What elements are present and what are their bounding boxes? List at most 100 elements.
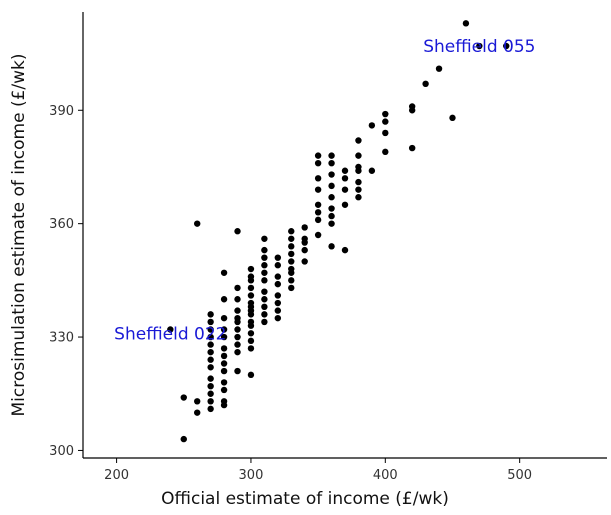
data-point [247,345,255,352]
data-point [328,220,335,227]
data-point [328,212,335,220]
data-point [341,186,349,193]
data-point [194,220,201,227]
data-point [328,205,335,212]
data-point [234,333,241,341]
data-point [261,262,268,269]
data-point [207,356,214,363]
data-point [220,314,228,322]
data-point [328,159,335,167]
data-point [207,326,214,333]
data-point [328,152,335,159]
data-point [220,352,228,360]
data-point [288,243,295,250]
data-point [314,201,322,208]
data-point [207,390,214,397]
data-point [194,398,201,405]
data-point [220,269,228,276]
data-point [247,371,255,379]
data-point [261,254,268,261]
data-point [261,288,268,295]
data-point [274,292,282,299]
data-point [301,258,308,265]
data-point [408,103,416,110]
x-tick-label: 300 [239,468,264,483]
data-point [247,299,255,307]
data-point [220,345,228,352]
data-point [288,258,295,265]
data-point [261,296,268,303]
data-point [247,273,255,280]
data-point [180,394,187,401]
data-point [382,118,389,125]
data-point [247,337,255,345]
data-point [382,110,389,118]
data-point [368,167,376,174]
data-point [288,284,295,292]
data-point [167,326,174,333]
data-point [382,148,389,156]
data-point [328,243,335,250]
data-point [261,303,268,311]
x-tick-label: 200 [104,468,129,483]
data-point [220,367,228,375]
data-point [261,311,268,318]
data-point [288,228,295,235]
axes: 200 300 400 500 300 330 360 390 [49,12,607,483]
data-point [247,292,255,299]
data-point [314,159,322,167]
data-point [234,296,241,303]
data-point [301,235,308,242]
x-axis-label: Official estimate of income (£/wk) [161,489,449,509]
data-point [355,137,362,144]
data-point [341,201,349,208]
data-point [207,348,214,356]
data-point [207,398,214,405]
data-point [408,144,416,152]
data-point [355,194,362,201]
data-point [288,250,295,258]
data-points [167,20,510,443]
data-point [355,152,362,159]
y-axis-label: Microsimulation estimate of income (£/wk… [9,53,29,416]
data-point [247,318,255,326]
data-point [328,194,335,201]
data-point [207,364,214,371]
data-point [220,379,228,386]
data-point [194,409,201,416]
data-point [314,216,322,224]
data-point [328,171,335,178]
data-point [462,20,470,27]
data-point [341,175,349,182]
data-point [274,254,282,261]
data-point [274,314,282,322]
data-point [328,182,335,190]
x-tick-label: 400 [373,468,398,483]
data-point [449,114,456,122]
data-point [234,348,241,356]
data-point [261,318,268,326]
data-point [234,284,241,292]
data-point [220,326,228,333]
data-point [314,152,322,159]
data-point [274,280,282,288]
data-point [234,326,241,333]
data-point [341,246,349,254]
data-point [476,42,483,50]
data-point [355,163,362,171]
data-point [247,284,255,292]
data-point [220,296,228,303]
y-tick-label: 390 [49,104,74,119]
data-point [234,314,241,322]
data-point [341,167,349,174]
data-point [288,235,295,242]
data-point [288,265,295,273]
data-point [261,277,268,284]
data-point [314,175,322,182]
data-point [220,386,228,394]
point-annotation: Sheffield 022 [114,324,226,344]
data-point [274,262,282,269]
data-point [301,224,308,231]
data-point [220,360,228,367]
data-point [234,341,241,348]
